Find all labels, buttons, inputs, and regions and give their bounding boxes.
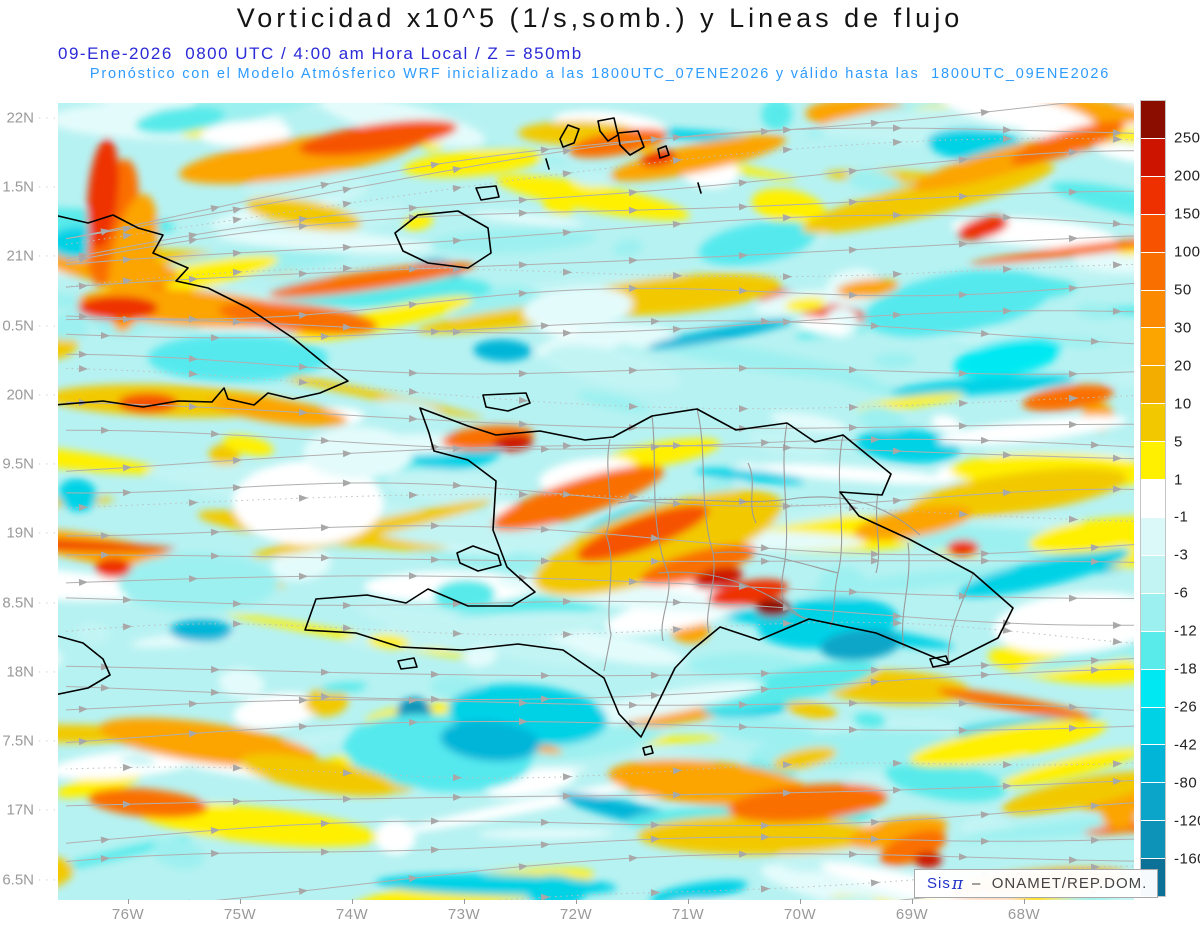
x-axis-tick <box>240 899 241 904</box>
colorbar-segment <box>1141 138 1165 177</box>
colorbar-label: 20 <box>1174 357 1192 375</box>
colorbar-segment <box>1141 442 1165 481</box>
x-axis-tick <box>800 899 801 904</box>
colorbar-label: 1 <box>1174 471 1183 489</box>
colorbar-label: 250 <box>1174 129 1200 147</box>
colorbar-segment <box>1141 290 1165 329</box>
colorbar-label: 5 <box>1174 433 1183 451</box>
x-axis-label: 73W <box>447 906 481 923</box>
y-axis-label: 17N ··· <box>6 801 60 819</box>
colorbar-segment <box>1141 821 1165 860</box>
x-axis-label: 75W <box>223 906 257 923</box>
x-axis-tick <box>912 899 913 904</box>
y-axis-label: 19N ··· <box>6 524 60 542</box>
x-axis-label: 74W <box>335 906 369 923</box>
y-axis-label: 18N ··· <box>6 663 60 681</box>
x-axis-label: 72W <box>559 906 593 923</box>
y-axis-label: 7.5N ··· <box>2 732 60 750</box>
colorbar-segment <box>1141 252 1165 291</box>
valid-time-subtitle: 09-Ene-2026 0800 UTC / 4:00 am Hora Loca… <box>58 44 583 63</box>
colorbar-label: -80 <box>1174 774 1198 792</box>
x-axis-tick <box>128 899 129 904</box>
colorbar-label: -1 <box>1174 508 1189 526</box>
y-axis-label: 22N ··· <box>6 109 60 127</box>
pi-icon: π <box>951 873 965 894</box>
colorbar-label: 10 <box>1174 395 1192 413</box>
colorbar-segment <box>1141 631 1165 670</box>
x-axis-tick <box>1024 899 1025 904</box>
y-axis-label: 6.5N ··· <box>2 871 60 889</box>
colorbar-segment <box>1141 593 1165 632</box>
colorbar-segment <box>1141 176 1165 215</box>
x-axis-tick <box>464 899 465 904</box>
colorbar-segment <box>1141 745 1165 784</box>
x-axis-tick <box>688 899 689 904</box>
x-axis-label: 76W <box>111 906 145 923</box>
x-axis-label: 69W <box>895 906 929 923</box>
colorbar <box>1140 100 1166 897</box>
colorbar-label: 100 <box>1174 243 1200 261</box>
x-axis-label: 68W <box>1007 906 1041 923</box>
colorbar-segment <box>1141 328 1165 367</box>
colorbar-label: 50 <box>1174 281 1192 299</box>
colorbar-label: -160 <box>1174 850 1200 868</box>
model-info-subtitle: Pronóstico con el Modelo Atmósferico WRF… <box>89 66 1111 82</box>
x-axis-label: 70W <box>783 906 817 923</box>
y-axis-label: 21N ··· <box>6 247 60 265</box>
colorbar-label: -26 <box>1174 698 1198 716</box>
colorbar-segment <box>1141 555 1165 594</box>
colorbar-segment <box>1141 669 1165 708</box>
colorbar-segment <box>1141 101 1165 139</box>
y-axis-label: 1.5N ··· <box>2 178 60 196</box>
colorbar-label: 30 <box>1174 319 1192 337</box>
colorbar-label: -12 <box>1174 622 1198 640</box>
watermark-text: – ONAMET/REP.DOM. <box>972 875 1148 892</box>
colorbar-segment <box>1141 517 1165 556</box>
y-axis-label: 0.5N ··· <box>2 317 60 335</box>
colorbar-label: -120 <box>1174 812 1200 830</box>
colorbar-label: -18 <box>1174 660 1198 678</box>
colorbar-label: 200 <box>1174 167 1200 185</box>
colorbar-segment <box>1141 783 1165 822</box>
chart-title: Vorticidad x10^5 (1/s,somb.) y Lineas de… <box>236 3 964 33</box>
colorbar-segment <box>1141 707 1165 746</box>
x-axis-label: 71W <box>671 906 705 923</box>
colorbar-label: -6 <box>1174 584 1189 602</box>
y-axis-label: 20N ··· <box>6 386 60 404</box>
x-axis-tick <box>576 899 577 904</box>
colorbar-label: 150 <box>1174 205 1200 223</box>
y-axis-label: 9.5N ··· <box>2 455 60 473</box>
colorbar-segment <box>1141 366 1165 405</box>
colorbar-segment <box>1141 404 1165 443</box>
watermark: Sis π – ONAMET/REP.DOM. <box>914 869 1159 898</box>
colorbar-label: -3 <box>1174 546 1189 564</box>
watermark-brand: Sis <box>927 875 951 892</box>
colorbar-segment <box>1141 480 1165 518</box>
x-axis-tick <box>352 899 353 904</box>
y-axis-label: 8.5N ··· <box>2 594 60 612</box>
vorticity-streamline-map <box>58 103 1134 900</box>
colorbar-segment <box>1141 214 1165 253</box>
colorbar-label: -42 <box>1174 736 1198 754</box>
